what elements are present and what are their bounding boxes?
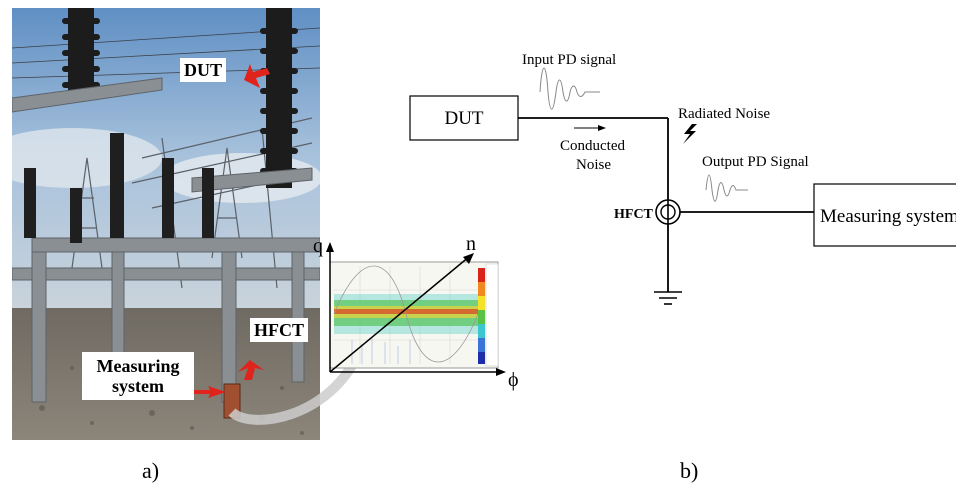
input-pd-waveform xyxy=(539,67,600,110)
bushing-left xyxy=(62,8,100,98)
measuring-system-label: Measuring system xyxy=(820,206,956,227)
input-pd-signal-label: Input PD signal xyxy=(522,52,616,68)
ground-symbol xyxy=(654,291,682,305)
small-insulators xyxy=(24,133,214,243)
lightning-icon xyxy=(683,124,697,144)
measuring-callout-line2: system xyxy=(112,376,164,396)
output-pd-waveform xyxy=(705,174,748,202)
radiated-noise-label: Radiated Noise xyxy=(678,106,770,122)
panel-a-label: a) xyxy=(142,458,160,483)
output-pd-signal-label: Output PD Signal xyxy=(702,154,809,170)
conducted-noise-line2: Noise xyxy=(576,157,611,173)
dut-box-label: DUT xyxy=(444,108,483,129)
conducted-noise-line1: Conducted xyxy=(560,138,625,154)
hfct-callout: HFCT xyxy=(250,318,309,342)
dut-callout: DUT xyxy=(180,58,227,82)
dut-arrow xyxy=(244,64,270,88)
panel-b-label: b) xyxy=(680,458,699,483)
dut-box xyxy=(409,95,519,141)
measuring-arrow xyxy=(194,386,226,398)
conducted-noise-arrowhead xyxy=(598,125,606,131)
measuring-system-callout: Measuring system xyxy=(82,352,194,400)
measuring-callout-line1: Measuring xyxy=(96,356,180,376)
hfct-label: HFCT xyxy=(614,207,654,222)
measuring-system-box xyxy=(813,183,956,247)
